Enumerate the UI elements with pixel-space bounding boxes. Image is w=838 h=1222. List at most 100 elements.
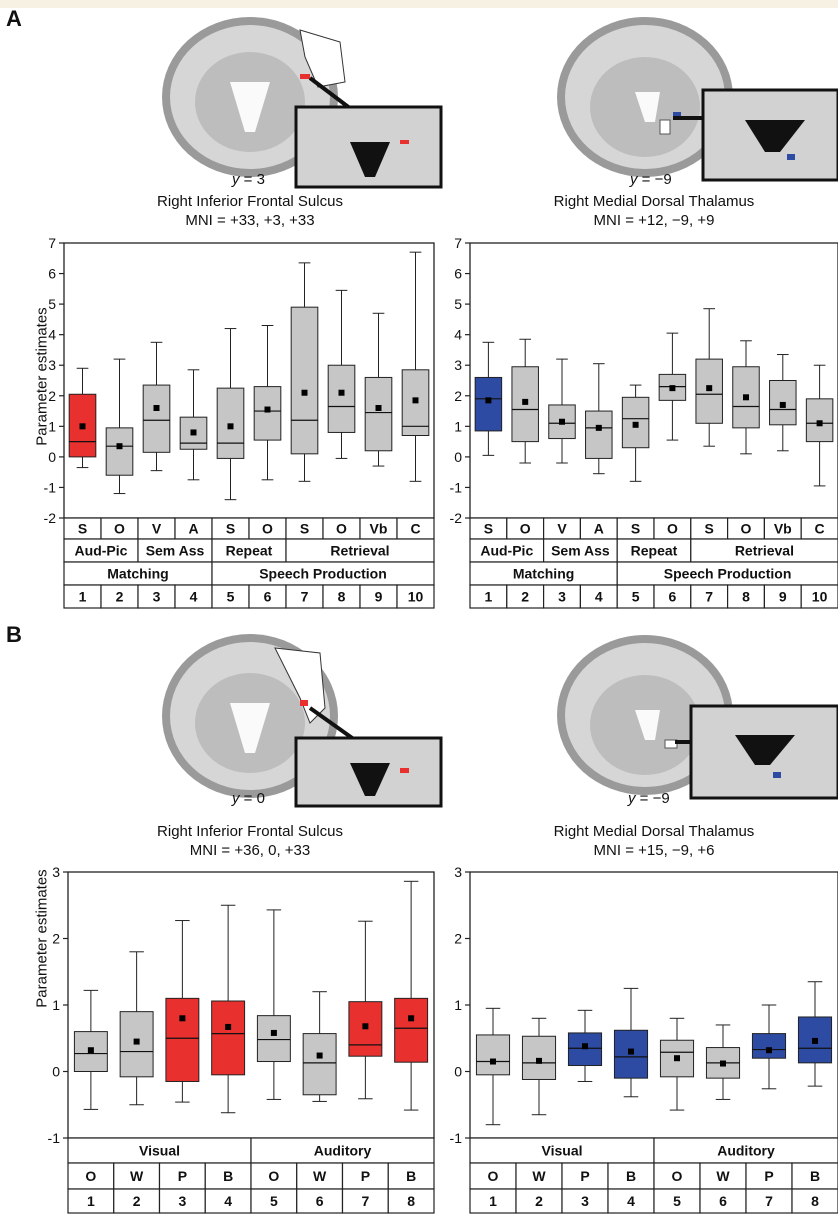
mean-marker: [87, 1047, 94, 1054]
box-8: [797, 981, 833, 1087]
mean-marker: [485, 397, 492, 404]
table-cell-label: 6: [719, 1193, 727, 1209]
table-cell-label: O: [520, 521, 531, 537]
top-strip: [0, 0, 838, 8]
table-cell-label: W: [716, 1168, 730, 1184]
table-cell-label: Repeat: [226, 543, 273, 559]
mean-marker: [559, 418, 565, 425]
box-7: [751, 1004, 787, 1090]
box-2: [511, 338, 539, 464]
y-tick-label: 7: [454, 235, 462, 251]
mni-coordinates: MNI = +33, +3, +33: [185, 212, 315, 229]
table-cell-label: 9: [779, 589, 787, 605]
box-iqr: [105, 427, 134, 476]
mean-marker: [301, 389, 308, 396]
y-tick-label: -2: [44, 510, 57, 526]
mean-marker: [766, 1047, 772, 1054]
table-cell: [387, 1162, 435, 1190]
box-2: [521, 1017, 557, 1116]
table-cell-label: S: [78, 521, 87, 537]
mean-marker: [408, 1015, 415, 1022]
chart-A-left: -2 -1 0 1 2 3 4 5 6 7 S O V A S O S O Vb C Aud-Pic Sem Ass Rep…: [44, 235, 435, 609]
table-cell-label: 2: [133, 1193, 141, 1209]
y-tick-label: 2: [454, 931, 462, 947]
chart-title-b-left: Right Inferior Frontal Sulcus MNI = +36,…: [60, 822, 440, 860]
box-1: [68, 367, 97, 469]
mean-marker: [582, 1043, 588, 1050]
box-5: [621, 384, 650, 482]
table-cell-label: Matching: [513, 566, 574, 582]
table-cell: [791, 1162, 838, 1190]
mean-marker: [632, 421, 639, 428]
mean-marker: [490, 1058, 496, 1065]
table-cell: [745, 1188, 793, 1214]
mean-marker: [706, 385, 713, 392]
mean-marker: [779, 401, 786, 408]
mean-marker: [595, 424, 602, 431]
box-iqr: [394, 997, 429, 1063]
y-tick-label: 4: [454, 327, 462, 343]
table-cell-label: 6: [316, 1193, 324, 1209]
table-cell-label: 9: [375, 589, 383, 605]
region-title: Right Medial Dorsal Thalamus: [553, 823, 755, 840]
mean-marker: [79, 423, 86, 430]
table-cell: [296, 1188, 344, 1214]
y-tick-label: -2: [450, 510, 463, 526]
mean-marker: [816, 420, 823, 427]
box-5: [256, 909, 291, 1100]
table-cell-label: 1: [485, 589, 493, 605]
table-cell: [387, 1188, 435, 1214]
box-6: [302, 991, 337, 1102]
table-cell-label: Repeat: [631, 543, 678, 559]
table-cell-label: V: [557, 521, 567, 537]
mean-marker: [536, 1057, 542, 1064]
table-cell-label: 1: [79, 589, 87, 605]
mean-marker: [338, 389, 345, 396]
table-cell-label: O: [336, 521, 347, 537]
chart-B-left: -1 0 1 2 3 Visual Auditory O W P B O W P B 1 2 3 4 5 6 7 8: [48, 864, 435, 1214]
box-6: [253, 325, 282, 481]
table-cell: [699, 1188, 747, 1214]
y-tick-label: 0: [52, 1064, 60, 1080]
table-cell-label: Vb: [774, 521, 792, 537]
box-iqr: [585, 410, 613, 459]
table-cell-label: C: [410, 521, 420, 537]
y-tick-label: 3: [52, 864, 60, 880]
box-5: [659, 1017, 695, 1111]
box-iqr: [290, 306, 319, 455]
table-cell-label: B: [406, 1168, 416, 1184]
panel-letter-a: A: [6, 6, 22, 31]
y-tick-label: -1: [450, 479, 463, 495]
y-tick-label: 7: [48, 235, 56, 251]
table-cell: [699, 1162, 747, 1190]
mean-marker: [133, 1038, 140, 1045]
box-iqr: [256, 1015, 291, 1063]
slice-label-b-right: y = −9: [628, 790, 670, 807]
mean-marker: [522, 398, 529, 405]
table-cell: [800, 584, 838, 609]
y-tick-label: 1: [454, 997, 462, 1013]
box-iqr: [475, 1034, 511, 1076]
y-tick-label: 3: [454, 864, 462, 880]
table-cell-label: W: [130, 1168, 144, 1184]
table-cell-label: 4: [627, 1193, 635, 1209]
table-cell-label: Visual: [139, 1143, 180, 1159]
table-cell-label: S: [300, 521, 309, 537]
chart-title-a-left: Right Inferior Frontal Sulcus MNI = +33,…: [60, 192, 440, 230]
table-cell-label: 3: [178, 1193, 186, 1209]
box-iqr: [805, 398, 834, 443]
table-cell-label: A: [594, 521, 604, 537]
table-cell-label: 8: [811, 1193, 819, 1209]
table-cell-label: O: [488, 1168, 499, 1184]
table-cell: [396, 584, 435, 609]
mean-marker: [375, 405, 382, 411]
box-iqr: [364, 376, 393, 452]
table-cell-label: P: [178, 1168, 187, 1184]
table-cell-label: 6: [264, 589, 272, 605]
box-7: [348, 920, 383, 1100]
table-cell-label: Sem Ass: [551, 543, 610, 559]
table-cell-label: 4: [190, 589, 198, 605]
table-cell-label: W: [313, 1168, 327, 1184]
box-1: [475, 1007, 511, 1126]
table-cell-label: Auditory: [717, 1143, 775, 1159]
